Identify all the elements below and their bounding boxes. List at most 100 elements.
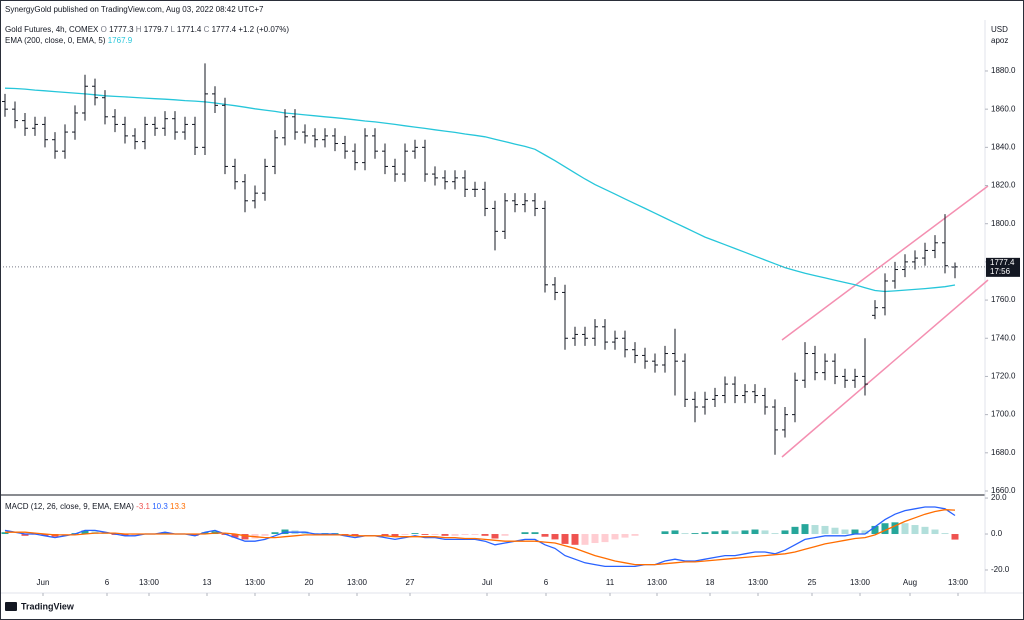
histogram-bar: [471, 534, 479, 535]
x-tick-label: 13:00: [850, 578, 871, 587]
ohlc-bar: [272, 130, 278, 175]
last-price-box: [986, 257, 1020, 277]
ohlc-bar: [312, 128, 318, 148]
ohlc-bar: [212, 86, 218, 113]
histogram-bar: [721, 530, 729, 535]
ohlc-bar: [382, 143, 388, 175]
ohlc-bar: [542, 200, 548, 293]
ohlc-bar: [92, 78, 98, 106]
histogram-bar: [541, 534, 549, 537]
ohlc-bar: [82, 74, 88, 121]
histogram-bar: [1, 532, 9, 535]
x-tick-label: Jun: [37, 578, 50, 587]
legend-value: 1767.9: [108, 36, 133, 45]
y-tick-label: 1820.0: [991, 181, 1016, 190]
legend-value: 1777.4: [212, 25, 237, 34]
ohlc-bar: [592, 319, 598, 346]
histogram-bar: [771, 533, 779, 535]
legend: MACD (12, 26, close, 9, EMA, EMA) -3.1 1…: [5, 502, 186, 511]
ohlc-bar: [462, 170, 468, 197]
ohlc-bar: [802, 342, 808, 388]
histogram-bar: [491, 534, 499, 539]
x-tick-label: 13:00: [748, 578, 769, 587]
legend-value: 1779.7: [144, 25, 169, 34]
ohlc-bar: [672, 328, 678, 396]
histogram-bar: [691, 533, 699, 535]
ohlc-bar: [172, 111, 178, 140]
histogram-bar: [161, 532, 169, 535]
ohlc-bar: [222, 97, 228, 175]
ohlc-bar: [102, 90, 108, 125]
ohlc-bar: [512, 193, 518, 213]
histogram-bar: [501, 534, 509, 536]
ohlc-bar: [682, 353, 688, 407]
histogram-bar: [561, 534, 569, 544]
x-tick-label: 13:00: [139, 578, 160, 587]
ohlc-bar: [632, 342, 638, 364]
y-tick-label: 0.0: [991, 529, 1003, 538]
ohlc-bar: [472, 181, 478, 197]
ohlc-bar: [22, 112, 28, 136]
ohlc-bar: [732, 376, 738, 404]
ohlc-bar: [202, 63, 208, 155]
ohlc-bar: [152, 116, 158, 136]
legend-name: MACD (12, 26, close, 9, EMA, EMA): [5, 502, 134, 511]
ohlc-bar: [902, 254, 908, 278]
ohlc-bar: [612, 330, 618, 350]
brand: TradingView: [21, 601, 75, 611]
x-tick-label: Aug: [903, 578, 917, 587]
histogram-bar: [441, 534, 449, 536]
x-tick-label: 13: [203, 578, 212, 587]
ohlc-bar: [182, 116, 188, 140]
histogram-bar: [731, 531, 739, 535]
ohlc-bar: [662, 345, 668, 373]
histogram-bar: [581, 534, 589, 545]
histogram-bar: [41, 534, 49, 536]
y-tick-label: 1740.0: [991, 333, 1016, 342]
histogram-bar: [201, 532, 209, 535]
y-tick-label: 1660.0: [991, 486, 1016, 495]
ohlc-bar: [122, 116, 128, 144]
ohlc-bar: [752, 384, 758, 404]
ohlc-bar: [362, 128, 368, 171]
ohlc-bar: [422, 139, 428, 182]
ohlc-bar: [522, 193, 528, 213]
histogram-bar: [601, 534, 609, 543]
ohlc-bar: [242, 174, 248, 213]
histogram-bar: [21, 534, 29, 536]
y-tick-label: 1760.0: [991, 295, 1016, 304]
x-tick-label: 13:00: [948, 578, 969, 587]
ohlc-bar: [942, 214, 948, 274]
histogram-bar: [421, 534, 429, 535]
ohlc-bar: [72, 105, 78, 140]
y-tick-label: 1680.0: [991, 448, 1016, 457]
y-tick-label: 20.0: [991, 493, 1007, 502]
ohlc-bar: [892, 261, 898, 289]
ohlc-bar: [572, 326, 578, 346]
logo-icon: [5, 602, 17, 611]
ohlc-bar: [32, 116, 38, 136]
histogram-bar: [241, 534, 249, 540]
histogram-bar: [451, 534, 459, 536]
histogram-bar: [681, 533, 689, 535]
histogram-bar: [631, 534, 639, 536]
histogram-bar: [571, 534, 579, 545]
legend-signal: 13.3: [170, 502, 186, 511]
axis-note: apoz: [991, 36, 1008, 45]
ohlc-bar: [112, 109, 118, 133]
ohlc-bar: [642, 347, 648, 369]
histogram-bar: [871, 525, 879, 535]
channel-lower: [781, 279, 989, 458]
y-tick-label: 1840.0: [991, 142, 1016, 151]
x-tick-label: 18: [706, 578, 715, 587]
histogram-bar: [861, 530, 869, 535]
histogram-bar: [931, 529, 939, 535]
ohlc-bar: [722, 376, 728, 404]
signal-line: [5, 509, 956, 566]
ohlc-bar: [372, 128, 378, 159]
ohlc-bar: [192, 116, 198, 155]
ohlc-bar: [712, 387, 718, 407]
y-tick-label: -20.0: [991, 565, 1010, 574]
ohlc-bar: [412, 139, 418, 159]
